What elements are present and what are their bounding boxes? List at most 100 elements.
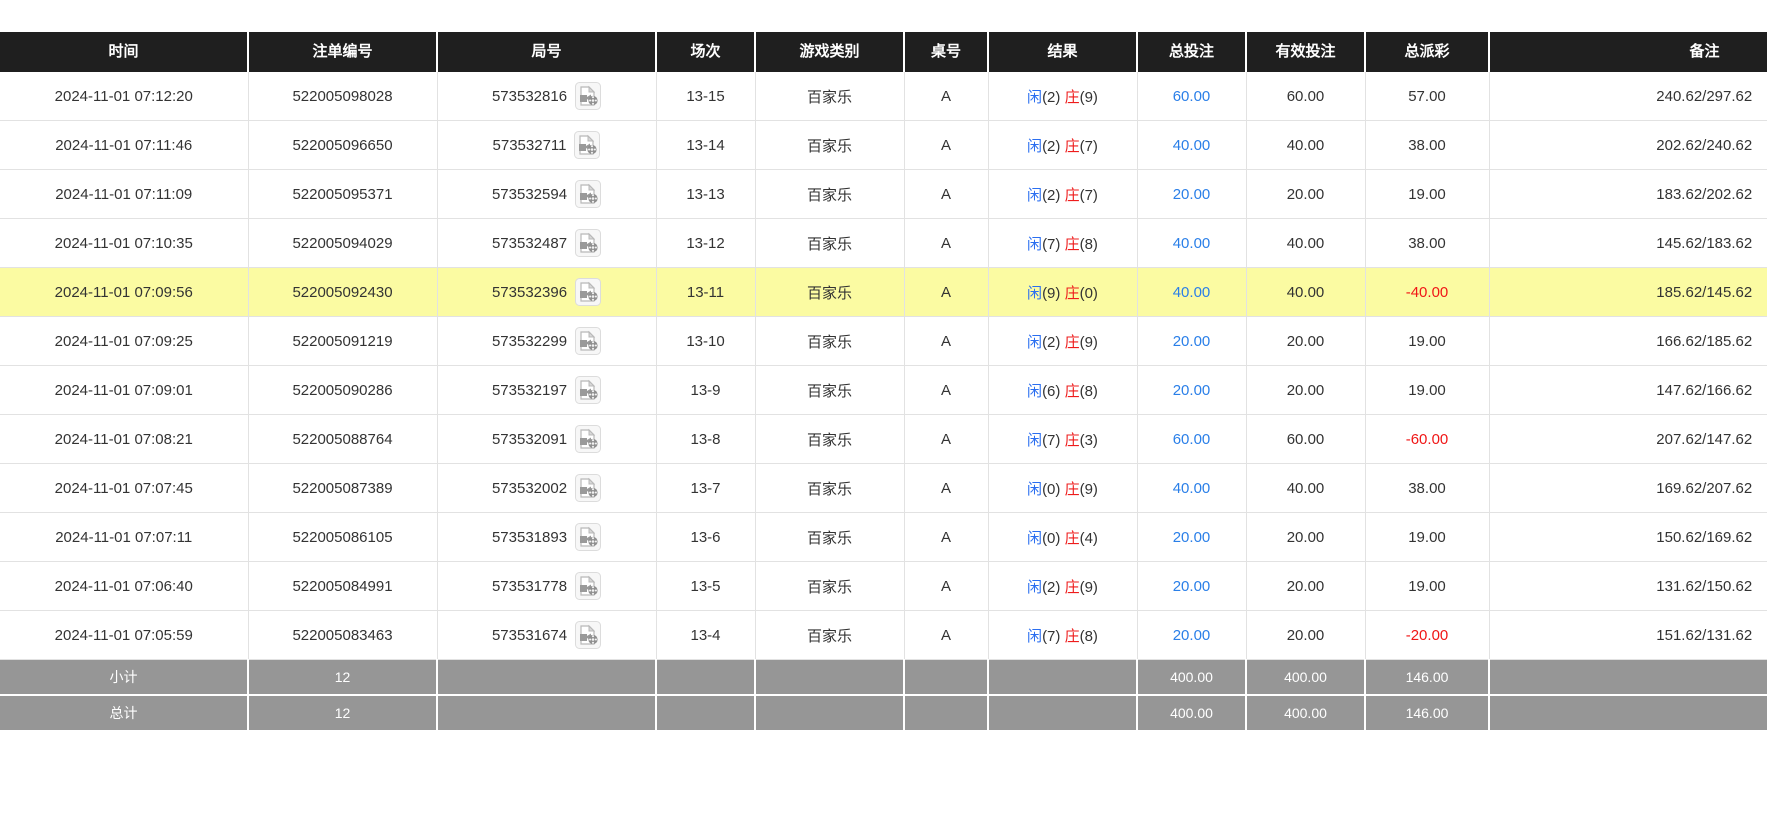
cell-total-bet[interactable]: 20.00 [1137, 610, 1247, 660]
total-bet-amount[interactable]: 20.00 [1172, 185, 1211, 203]
cell-game-type: 百家乐 [755, 72, 905, 121]
video-file-icon[interactable] [575, 425, 602, 453]
cell-session: 13-7 [656, 463, 756, 513]
video-file-icon[interactable] [575, 523, 602, 551]
table-row[interactable]: 2024-11-01 07:09:25 522005091219 573532299… [0, 316, 1767, 366]
cell-round-no: 573532299 [437, 316, 657, 366]
cell-round-no: 573532594 [437, 169, 657, 219]
round-no-text: 573531893 [491, 528, 568, 546]
total-bet-amount[interactable]: 20.00 [1172, 577, 1211, 595]
cell-valid-bet: 20.00 [1246, 561, 1366, 611]
cell-payout: 19.00 [1365, 512, 1490, 562]
result-banker-label: 庄 [1064, 284, 1080, 302]
footer-label: 小计 [0, 659, 249, 696]
table-row[interactable]: 2024-11-01 07:08:21 522005088764 573532091… [0, 414, 1767, 464]
table-row[interactable]: 2024-11-01 07:09:01 522005090286 573532197… [0, 365, 1767, 415]
footer-count: 12 [248, 659, 438, 696]
result-banker-value: (4) [1079, 529, 1098, 547]
total-bet-amount[interactable]: 20.00 [1172, 332, 1211, 350]
result-banker-label: 庄 [1064, 88, 1080, 106]
result-player-label: 闲 [1027, 480, 1043, 498]
table-row[interactable]: 2024-11-01 07:06:40 522005084991 573531778… [0, 561, 1767, 611]
cell-total-bet[interactable]: 60.00 [1137, 414, 1247, 464]
cell-time: 2024-11-01 07:06:40 [0, 561, 249, 611]
cell-total-bet[interactable]: 40.00 [1137, 463, 1247, 513]
payout-amount: 19.00 [1408, 332, 1446, 350]
total-bet-amount[interactable]: 40.00 [1172, 136, 1211, 154]
cell-session: 13-6 [656, 512, 756, 562]
cell-remark: 147.62/166.62 [1489, 365, 1767, 415]
cell-total-bet[interactable]: 20.00 [1137, 561, 1247, 611]
cell-total-bet[interactable]: 40.00 [1137, 218, 1247, 268]
result-banker-value: (8) [1079, 382, 1098, 400]
cell-round-no: 573532816 [437, 72, 657, 121]
total-bet-amount[interactable]: 40.00 [1172, 283, 1211, 301]
result-player-value: (9) [1042, 284, 1061, 302]
cell-total-bet[interactable]: 40.00 [1137, 267, 1247, 317]
table-row[interactable]: 2024-11-01 07:12:20 522005098028 573532816… [0, 72, 1767, 121]
cell-time: 2024-11-01 07:09:56 [0, 267, 249, 317]
cell-remark: 151.62/131.62 [1489, 610, 1767, 660]
total-bet-amount[interactable]: 20.00 [1172, 381, 1211, 399]
table-row[interactable]: 2024-11-01 07:11:09 522005095371 573532594… [0, 169, 1767, 219]
payout-amount: -40.00 [1405, 283, 1449, 301]
column-header-result: 结果 [988, 32, 1138, 72]
cell-session: 13-10 [656, 316, 756, 366]
table-footer: 小计 12 400.00 400.00 146.00 总计 12 400.00 400.00 14… [0, 659, 1767, 730]
table-row[interactable]: 2024-11-01 07:05:59 522005083463 573531674… [0, 610, 1767, 660]
cell-bet-no: 522005087389 [248, 463, 438, 513]
column-header-payout: 总派彩 [1365, 32, 1490, 72]
total-bet-amount[interactable]: 40.00 [1172, 234, 1211, 252]
footer-round-no [437, 695, 657, 730]
video-file-icon[interactable] [575, 474, 602, 502]
video-file-icon[interactable] [575, 376, 602, 404]
cell-payout: 19.00 [1365, 316, 1490, 366]
footer-session [656, 695, 756, 730]
cell-time: 2024-11-01 07:07:45 [0, 463, 249, 513]
cell-bet-no: 522005091219 [248, 316, 438, 366]
video-file-icon[interactable] [574, 131, 601, 159]
video-file-icon[interactable] [575, 82, 602, 110]
payout-amount: 38.00 [1408, 234, 1446, 252]
cell-table-no: A [904, 120, 989, 170]
cell-remark: 207.62/147.62 [1489, 414, 1767, 464]
cell-total-bet[interactable]: 20.00 [1137, 365, 1247, 415]
table-row[interactable]: 2024-11-01 07:10:35 522005094029 573532487… [0, 218, 1767, 268]
cell-table-no: A [904, 414, 989, 464]
cell-total-bet[interactable]: 60.00 [1137, 72, 1247, 121]
video-file-icon[interactable] [575, 327, 602, 355]
cell-total-bet[interactable]: 40.00 [1137, 120, 1247, 170]
result-banker-value: (7) [1079, 137, 1098, 155]
total-bet-amount[interactable]: 40.00 [1172, 479, 1211, 497]
cell-game-type: 百家乐 [755, 120, 905, 170]
total-bet-amount[interactable]: 20.00 [1172, 626, 1211, 644]
table-row[interactable]: 2024-11-01 07:07:45 522005087389 573532002… [0, 463, 1767, 513]
video-file-icon[interactable] [575, 572, 602, 600]
cell-table-no: A [904, 561, 989, 611]
cell-round-no: 573532711 [437, 120, 657, 170]
cell-payout: 19.00 [1365, 365, 1490, 415]
video-file-icon[interactable] [575, 621, 602, 649]
result-banker-label: 庄 [1064, 186, 1080, 204]
video-file-icon[interactable] [575, 180, 602, 208]
total-bet-amount[interactable]: 20.00 [1172, 528, 1211, 546]
result-player-value: (2) [1042, 137, 1061, 155]
cell-total-bet[interactable]: 20.00 [1137, 316, 1247, 366]
table-row[interactable]: 2024-11-01 07:09:56 522005092430 573532396… [0, 267, 1767, 317]
table-row[interactable]: 2024-11-01 07:11:46 522005096650 573532711… [0, 120, 1767, 170]
footer-valid-bet: 400.00 [1246, 659, 1366, 696]
cell-total-bet[interactable]: 20.00 [1137, 169, 1247, 219]
cell-total-bet[interactable]: 20.00 [1137, 512, 1247, 562]
result-banker-label: 庄 [1064, 333, 1080, 351]
cell-table-no: A [904, 267, 989, 317]
round-no-text: 573531778 [491, 577, 568, 595]
cell-round-no: 573532487 [437, 218, 657, 268]
cell-session: 13-5 [656, 561, 756, 611]
table-row[interactable]: 2024-11-01 07:07:11 522005086105 573531893… [0, 512, 1767, 562]
video-file-icon[interactable] [575, 278, 602, 306]
total-bet-amount[interactable]: 60.00 [1172, 87, 1211, 105]
total-bet-amount[interactable]: 60.00 [1172, 430, 1211, 448]
footer-table-no [904, 695, 989, 730]
video-file-icon[interactable] [575, 229, 602, 257]
cell-valid-bet: 20.00 [1246, 316, 1366, 366]
